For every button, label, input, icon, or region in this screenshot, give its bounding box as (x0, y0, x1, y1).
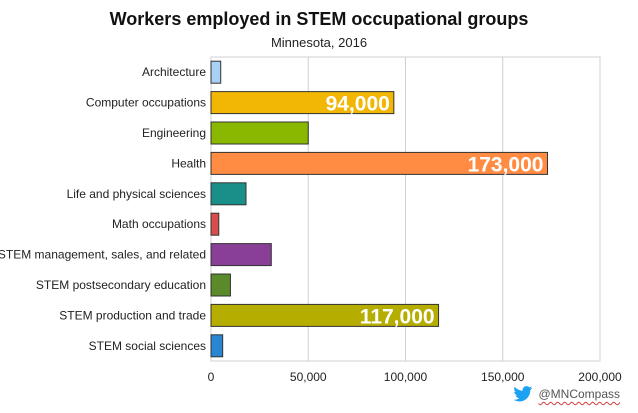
category-label: Computer occupations (86, 96, 206, 110)
data-label: 94,000 (326, 93, 390, 116)
category-label: Engineering (142, 126, 206, 140)
bar (210, 303, 440, 327)
bar (210, 121, 309, 145)
x-tick-label: 50,000 (290, 370, 327, 384)
bar (210, 243, 272, 267)
chart-title: Workers employed in STEM occupational gr… (109, 9, 529, 29)
x-tick-label: 100,000 (384, 370, 428, 384)
category-label: STEM production and trade (59, 308, 206, 322)
bar (210, 212, 220, 236)
x-tick-label: 150,000 (481, 370, 525, 384)
bar (210, 151, 548, 175)
category-label: Math occupations (112, 217, 206, 231)
category-label: STEM management, sales, and related (0, 248, 206, 262)
x-tick-label: 200,000 (578, 370, 622, 384)
credit-handle: @MNCompass (538, 387, 620, 401)
bar (210, 91, 395, 115)
x-tick-label: 0 (208, 370, 215, 384)
twitter-bird-icon (513, 386, 533, 402)
chart-subtitle: Minnesota, 2016 (270, 35, 368, 50)
bar (210, 60, 222, 84)
credit: @MNCompass (513, 386, 620, 402)
category-label: Health (171, 156, 206, 170)
category-label: Life and physical sciences (67, 187, 206, 201)
category-label: Architecture (142, 65, 206, 79)
bar (210, 273, 231, 297)
category-label: STEM postsecondary education (36, 278, 206, 292)
category-label: STEM social sciences (89, 339, 206, 353)
data-label: 173,000 (468, 153, 544, 176)
bar (210, 334, 224, 358)
bar (210, 182, 247, 206)
data-label: 117,000 (360, 305, 435, 328)
